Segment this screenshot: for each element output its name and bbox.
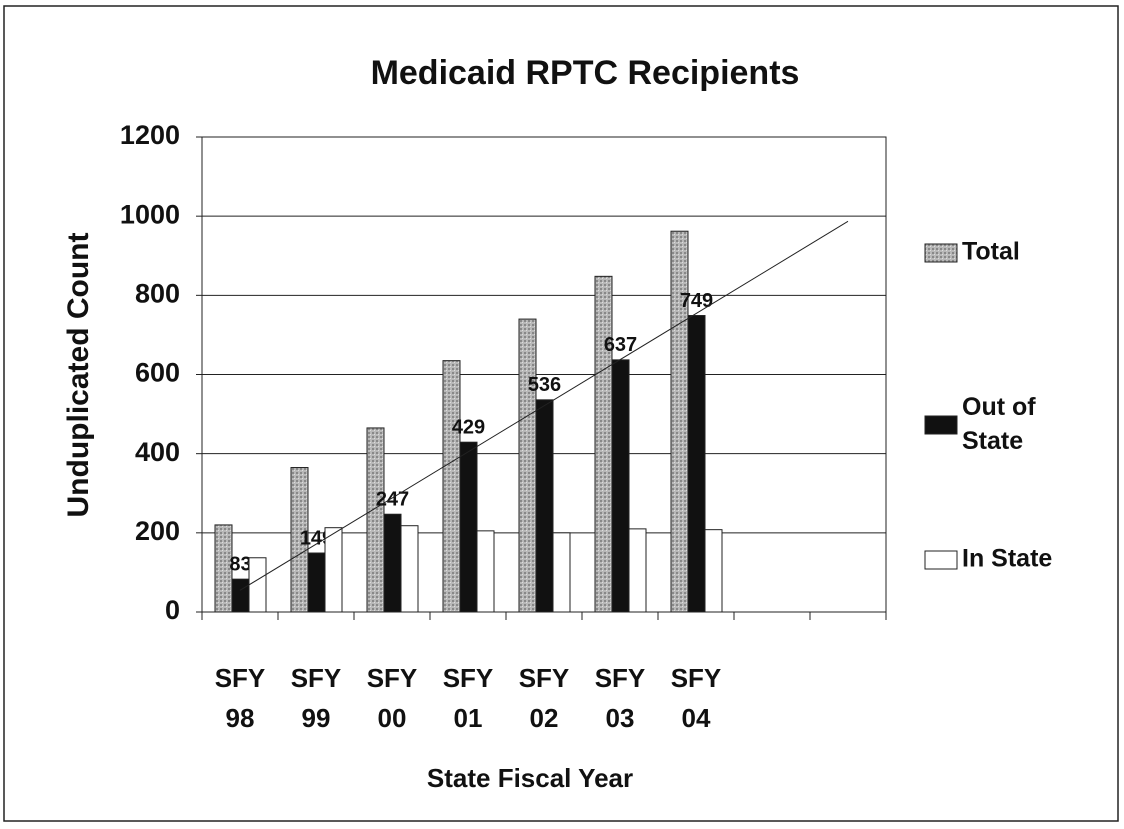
x-axis-title: State Fiscal Year	[427, 763, 633, 793]
bar	[476, 530, 495, 613]
x-tick-label: SFY 01	[443, 663, 494, 733]
bar	[248, 557, 267, 613]
data-label: 83	[229, 553, 251, 575]
bar	[611, 359, 630, 613]
x-tick-label: SFY 00	[367, 663, 418, 733]
legend-swatch	[924, 550, 958, 570]
trendline	[239, 220, 849, 591]
y-tick-label: 1200	[120, 120, 180, 150]
x-tick-label: SFY 04	[671, 663, 722, 733]
bar	[518, 318, 537, 613]
chart-title: Medicaid RPTC Recipients	[371, 54, 800, 92]
y-tick-label: 400	[135, 437, 180, 467]
chart-frame	[3, 5, 1119, 822]
data-label: 429	[452, 416, 485, 438]
y-tick-label: 600	[135, 358, 180, 388]
legend-label: Total	[962, 238, 1020, 266]
bar	[214, 524, 233, 613]
data-label: 536	[528, 374, 561, 396]
bar	[594, 275, 613, 613]
legend-label: Out of State	[962, 393, 1036, 455]
bar	[307, 552, 326, 613]
y-axis-title: Unduplicated Count	[62, 233, 95, 518]
bar	[687, 315, 706, 613]
bar	[459, 441, 478, 613]
y-tick-label: 200	[135, 516, 180, 546]
bar	[552, 532, 571, 613]
bar	[628, 528, 647, 613]
bar	[231, 578, 250, 613]
data-label: 247	[376, 489, 409, 511]
data-label: 637	[604, 334, 637, 356]
x-tick-label: SFY 98	[215, 663, 266, 733]
x-tick-label: SFY 03	[595, 663, 646, 733]
y-tick-label: 800	[135, 278, 180, 308]
y-tick-label: 0	[165, 595, 180, 625]
bar	[400, 525, 419, 613]
bar	[366, 427, 385, 613]
data-label: 749	[680, 290, 713, 312]
bar	[535, 399, 554, 613]
bar	[290, 467, 309, 613]
legend-swatch	[924, 243, 958, 263]
x-tick-label: SFY 99	[291, 663, 342, 733]
bar	[442, 360, 461, 613]
bar	[670, 230, 689, 613]
bar	[704, 529, 723, 613]
bar	[324, 527, 343, 613]
legend-label: In State	[962, 545, 1052, 573]
bar	[383, 513, 402, 613]
y-tick-label: 1000	[120, 199, 180, 229]
legend-swatch	[924, 415, 958, 435]
x-tick-label: SFY 02	[519, 663, 570, 733]
